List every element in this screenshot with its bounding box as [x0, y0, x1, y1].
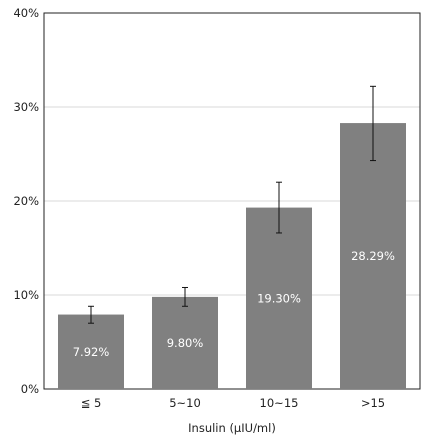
y-tick-label: 20% [13, 194, 39, 208]
bar-value-label: 19.30% [257, 291, 301, 305]
bar [58, 314, 124, 389]
error-bar [370, 85, 376, 162]
error-bar [182, 286, 188, 307]
y-tick-label: 0% [21, 382, 39, 396]
bar [246, 207, 312, 389]
bar-value-label: 9.80% [167, 336, 204, 350]
error-bars [88, 85, 376, 324]
x-axis-title: Insulin (μIU/ml) [188, 421, 276, 435]
error-bar [276, 181, 282, 234]
y-tick-label: 30% [13, 100, 39, 114]
x-tick-label: ≦ 5 [81, 396, 102, 410]
x-tick-label: >15 [361, 396, 385, 410]
y-tick-label: 40% [13, 6, 39, 20]
bar [340, 123, 406, 389]
x-tick-label: 10~15 [260, 396, 299, 410]
x-axis-ticks: ≦ 5 5~10 10~15 >15 [81, 396, 385, 410]
bar-value-label: 28.29% [351, 249, 395, 263]
bar-value-label: 7.92% [73, 345, 110, 359]
y-axis-ticks: 0% 10% 20% 30% 40% [13, 6, 39, 396]
bar [152, 296, 218, 389]
error-bar [88, 305, 94, 324]
data-labels: 7.92% 9.80% 19.30% 28.29% [73, 249, 395, 359]
y-tick-label: 10% [13, 288, 39, 302]
bars [58, 123, 406, 389]
plot-frame [43, 12, 421, 390]
x-tick-label: 5~10 [169, 396, 201, 410]
